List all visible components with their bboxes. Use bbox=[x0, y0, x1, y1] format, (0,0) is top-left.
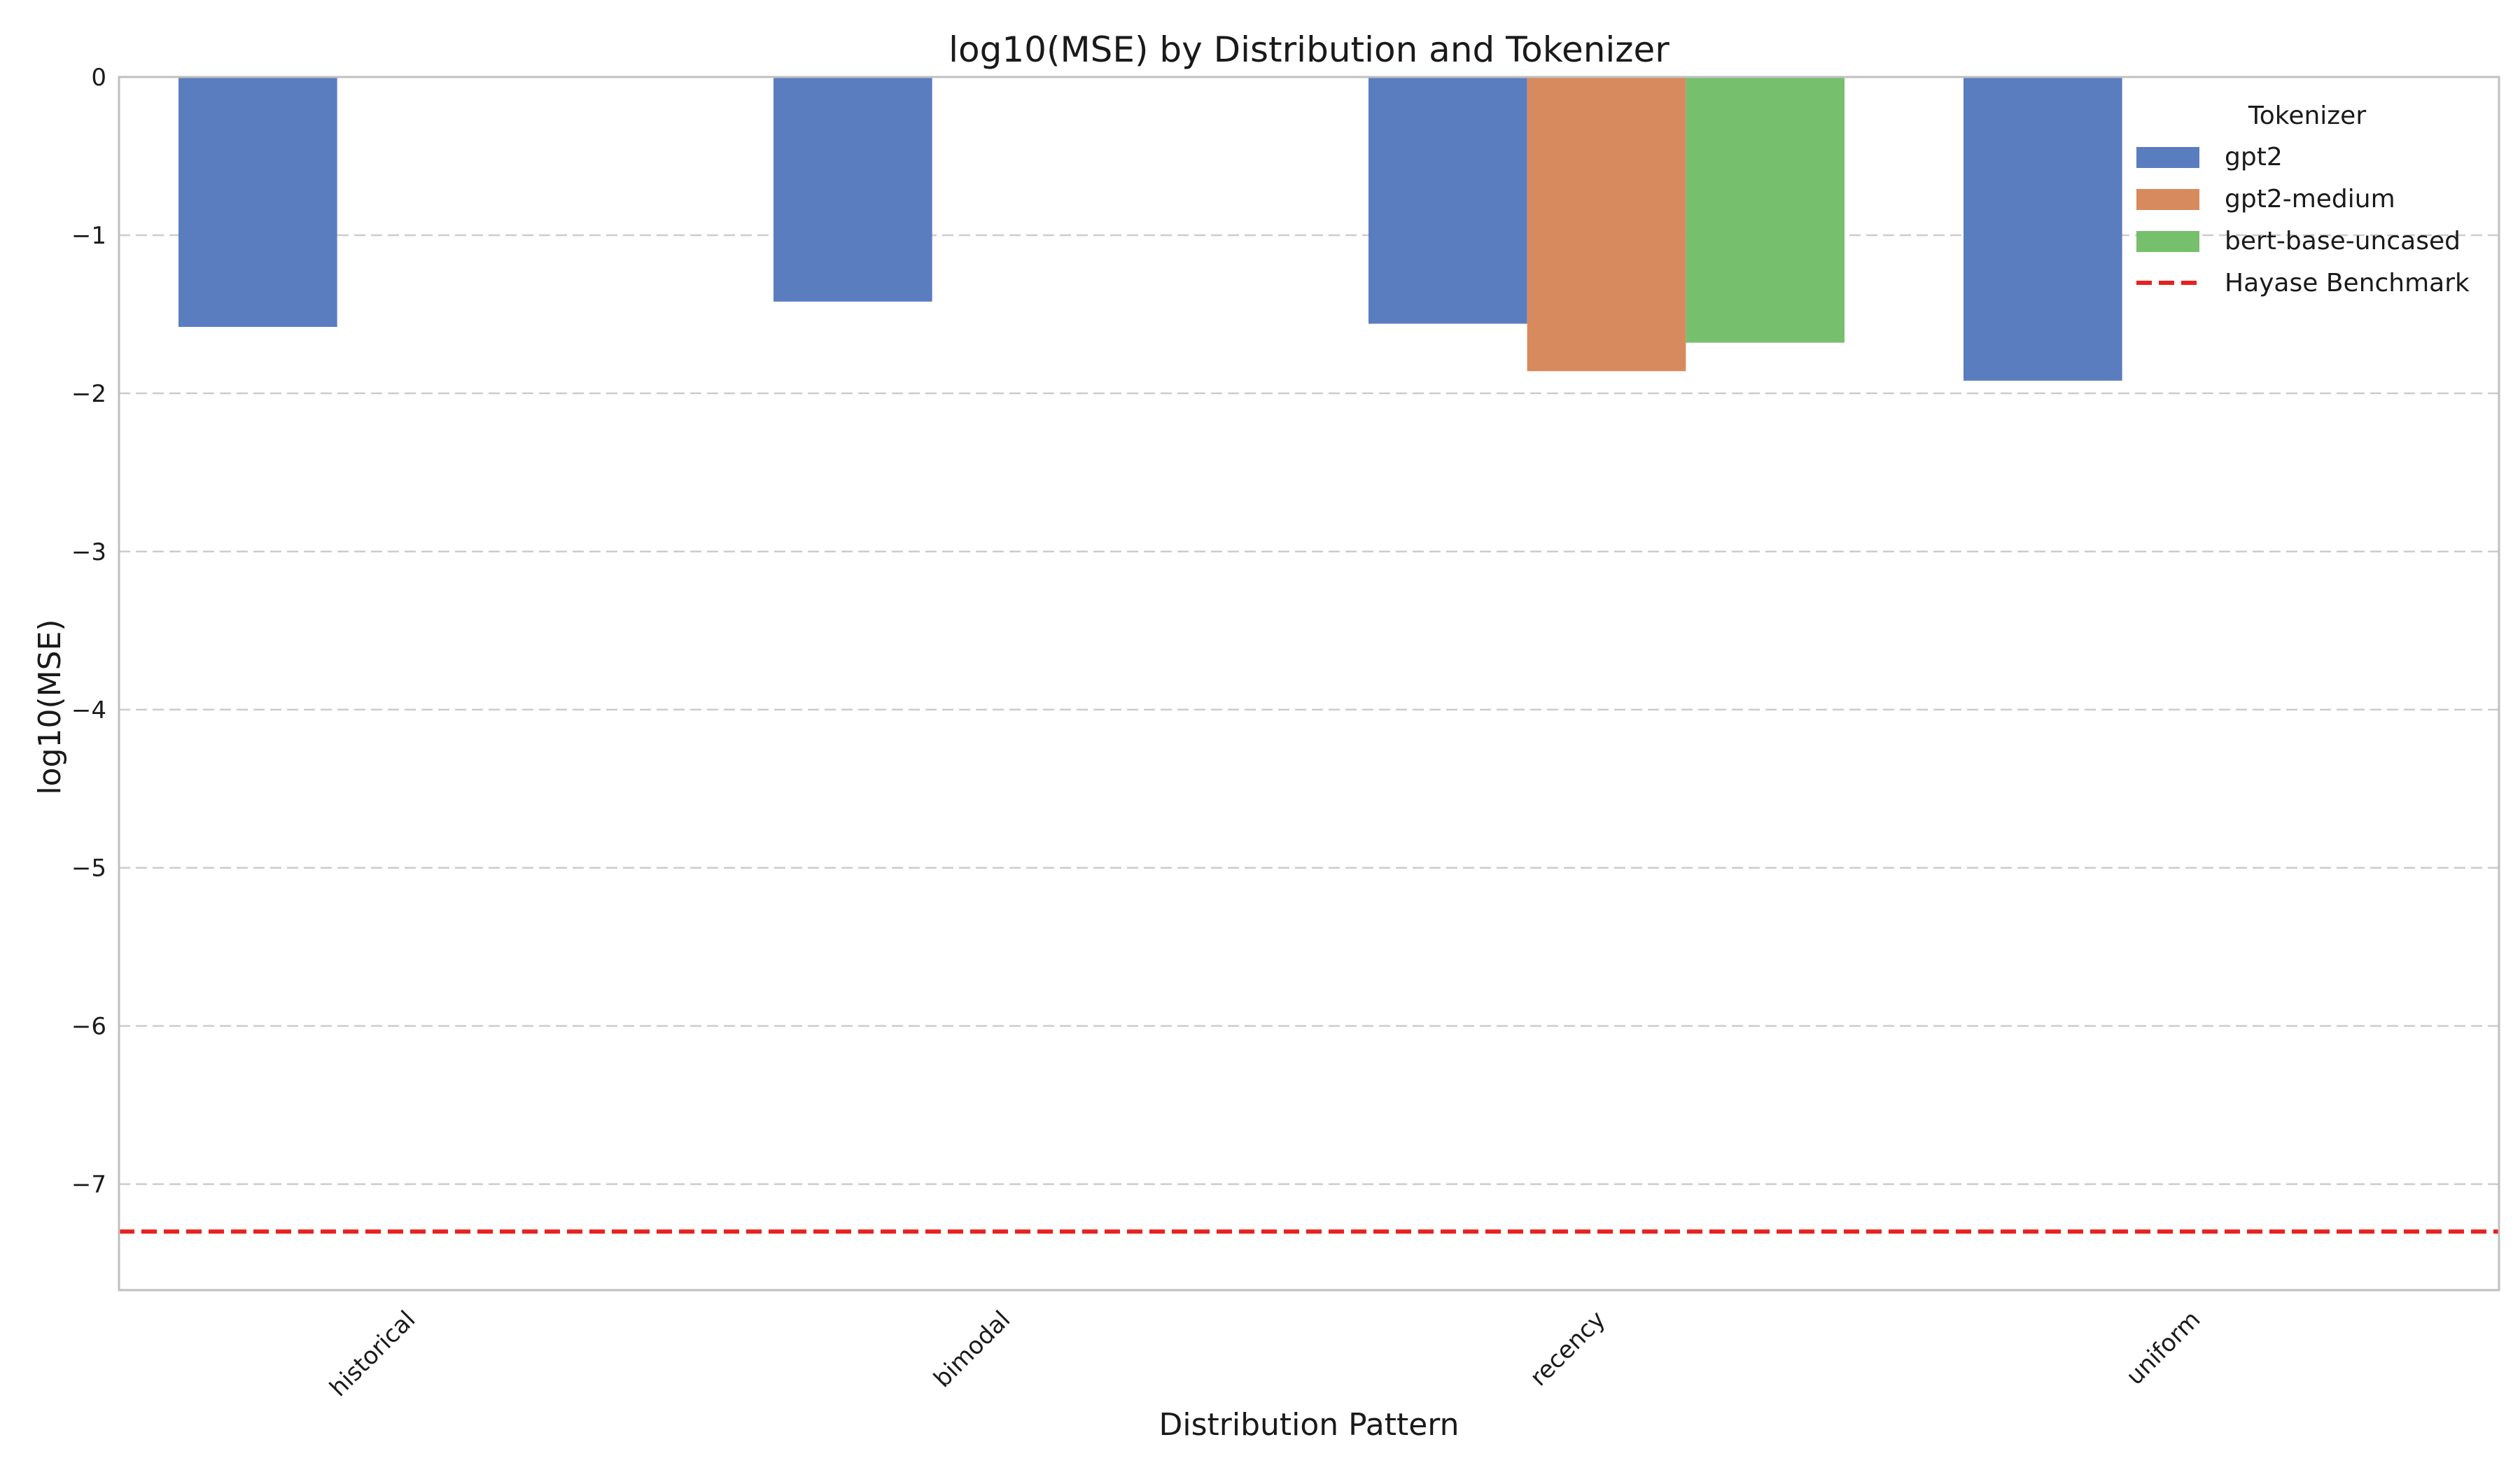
bar-gpt2-bimodal bbox=[774, 77, 932, 302]
legend: Tokenizer gpt2 gpt2-medium bert-base-uncas… bbox=[2136, 102, 2470, 298]
y-tick-labels: 0 −1 −2 −3 −4 −5 −6 −7 bbox=[71, 64, 106, 1199]
chart-title: log10(MSE) by Distribution and Tokenizer bbox=[948, 29, 1670, 70]
y-tick-label: −6 bbox=[71, 1013, 106, 1041]
y-tick-label: 0 bbox=[91, 64, 106, 92]
legend-swatch-bert-base-uncased bbox=[2136, 231, 2199, 252]
y-tick-label: −2 bbox=[71, 380, 106, 408]
x-tick-label: recency bbox=[1525, 1306, 1611, 1392]
y-tick-label: −3 bbox=[71, 538, 106, 566]
bar-gpt2-uniform bbox=[1963, 77, 2122, 381]
bar-gpt2-recency bbox=[1368, 77, 1527, 324]
legend-swatch-gpt2-medium bbox=[2136, 189, 2199, 210]
plot-frame bbox=[118, 76, 2500, 1292]
x-axis-label: Distribution Pattern bbox=[1159, 1407, 1460, 1443]
bar-gpt2-historical bbox=[178, 77, 337, 327]
legend-label-gpt2: gpt2 bbox=[2225, 143, 2283, 172]
x-tick-labels: historical bimodal recency uniform bbox=[324, 1306, 2206, 1402]
x-tick-label: uniform bbox=[2121, 1306, 2206, 1391]
y-axis-label: log10(MSE) bbox=[32, 619, 68, 794]
legend-title: Tokenizer bbox=[2248, 102, 2366, 130]
y-tick-label: −1 bbox=[71, 222, 106, 250]
legend-items: gpt2 gpt2-medium bert-base-uncased Hayase B… bbox=[2136, 143, 2470, 298]
legend-swatch-gpt2 bbox=[2136, 147, 2199, 168]
y-tick-label: −4 bbox=[71, 696, 106, 724]
y-tick-label: −7 bbox=[71, 1171, 106, 1199]
bar-bert-base-uncased-recency bbox=[1686, 77, 1844, 343]
x-tick-label: bimodal bbox=[928, 1306, 1016, 1393]
bar-gpt2-medium-recency bbox=[1527, 77, 1686, 372]
x-tick-label: historical bbox=[324, 1306, 421, 1402]
legend-label-hayase-benchmark: Hayase Benchmark bbox=[2225, 269, 2470, 298]
legend-label-gpt2-medium: gpt2-medium bbox=[2225, 185, 2395, 214]
legend-label-bert-base-uncased: bert-base-uncased bbox=[2225, 227, 2460, 255]
y-tick-label: −5 bbox=[71, 855, 106, 883]
bars-layer bbox=[178, 77, 2122, 381]
